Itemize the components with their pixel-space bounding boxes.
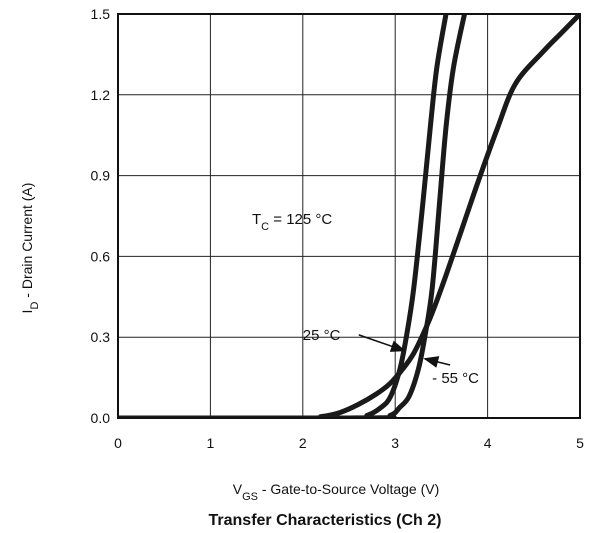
annotations: TC = 125 °C 25 °C - 55 °C xyxy=(252,211,479,387)
x-axis-label-rest: - Gate-to-Source Voltage (V) xyxy=(258,481,439,497)
chart-title: Transfer Characteristics (Ch 2) xyxy=(209,512,442,529)
annotation-arrow xyxy=(358,334,406,352)
annotation-label: 25 °C xyxy=(303,327,341,344)
y-tick-label: 0.0 xyxy=(91,410,111,426)
annotation-label: - 55 °C xyxy=(432,370,479,387)
series-curves xyxy=(118,14,580,418)
y-axis-label-main: I xyxy=(19,310,35,314)
x-tick-label: 4 xyxy=(484,435,492,451)
x-tick-label: 2 xyxy=(299,435,307,451)
y-tick-label: 1.5 xyxy=(91,6,111,22)
x-tick-label: 0 xyxy=(114,435,122,451)
curve-125c xyxy=(118,14,580,418)
annotation-tc-label: TC = 125 °C xyxy=(252,211,332,233)
y-tick-label: 1.2 xyxy=(91,87,111,103)
y-axis-label: ID - Drain Current (A) xyxy=(19,183,41,314)
grid-lines xyxy=(117,13,581,419)
x-tick-label: 5 xyxy=(576,435,584,451)
annotation-arrow xyxy=(423,356,451,368)
y-tick-label: 0.3 xyxy=(91,329,111,345)
x-axis-label-sub: GS xyxy=(242,491,258,503)
y-tick-label: 0.9 xyxy=(91,168,111,184)
x-axis-label-main: V xyxy=(233,481,243,497)
y-axis-label-sub: D xyxy=(29,302,41,310)
plot-frame xyxy=(117,13,581,419)
y-tick-label: 0.6 xyxy=(91,248,111,264)
tick-labels: 0 1 2 3 4 5 0.0 0.3 0.6 0.9 1.2 1.5 xyxy=(91,6,585,451)
y-axis-label-rest: - Drain Current (A) xyxy=(19,183,35,302)
x-tick-label: 3 xyxy=(391,435,399,451)
x-axis-label: VGS - Gate-to-Source Voltage (V) xyxy=(233,481,440,503)
x-tick-label: 1 xyxy=(207,435,215,451)
